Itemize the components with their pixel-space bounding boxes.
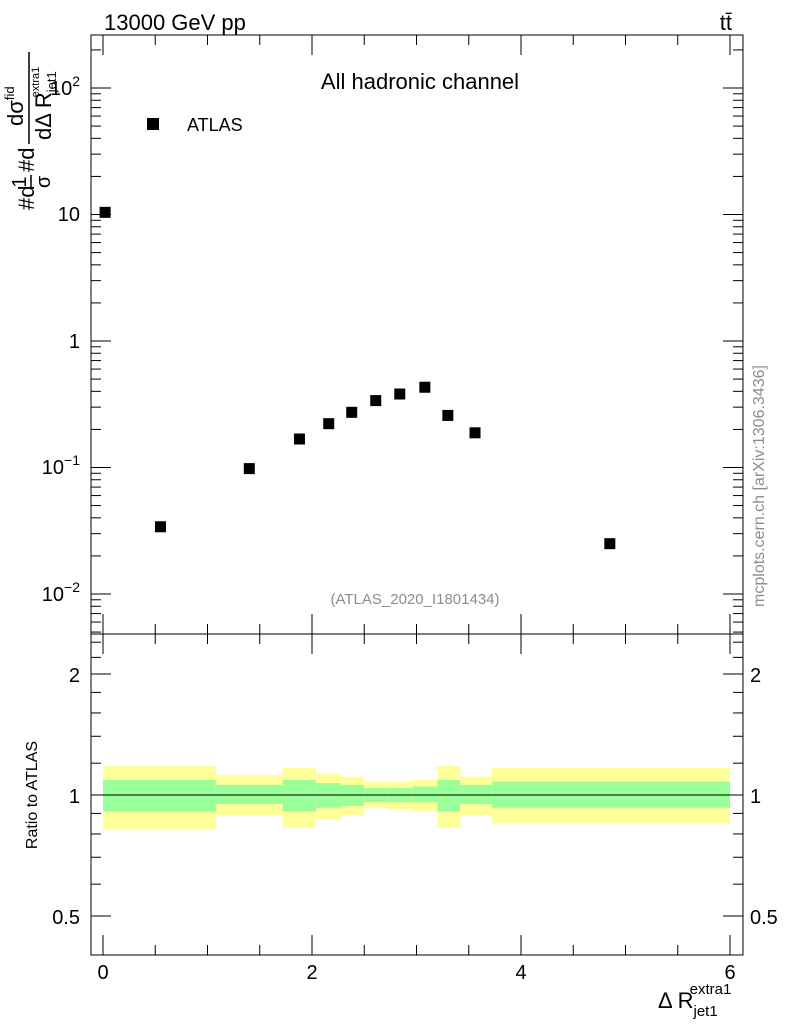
x-tick-label-6: 6 — [724, 962, 735, 984]
inner-band-bin-1 — [103, 779, 216, 812]
ylabel-frac1-num: 1 — [9, 176, 31, 187]
legend-marker-atlas — [147, 118, 159, 130]
data-point-3 — [243, 463, 255, 475]
inner-band-bin-9 — [437, 779, 461, 812]
data-point-5 — [323, 418, 335, 430]
upper-y-tick-labels: 10−2 10−1 1 10 102 — [42, 73, 80, 606]
ratio-tick-label-right-1: 1 — [750, 786, 761, 808]
x-axis-label: Δ Rjet1extra1 — [658, 981, 731, 1020]
ratio-bands — [103, 766, 730, 830]
data-point-10 — [442, 409, 454, 421]
ratio-tick-label-right-0.5: 0.5 — [750, 907, 778, 929]
data-point-7 — [370, 395, 382, 407]
energy-label: 13000 GeV pp — [104, 10, 246, 35]
ylabel-mid: #d — [14, 148, 39, 172]
data-point-12 — [604, 538, 616, 550]
ratio-y-axis-label: Ratio to ATLAS — [24, 741, 41, 849]
data-markers — [99, 206, 616, 550]
data-point-2 — [154, 521, 166, 533]
data-point-11 — [469, 427, 481, 439]
side-credit: mcplots.cern.ch [arXiv:1306.3436] — [751, 365, 768, 607]
ratio-tick-label-left-1: 1 — [69, 786, 80, 808]
ylabel-frac2-den: dΔ Rjet1extra1 — [30, 67, 59, 140]
y-tick-label-1e2: 102 — [50, 73, 80, 100]
data-point-4 — [293, 433, 305, 445]
y-tick-label-1e-2: 10−2 — [42, 579, 80, 606]
ratio-tick-label-right-2: 2 — [750, 665, 761, 687]
y-tick-label-1e-1: 10−1 — [42, 452, 80, 479]
ylabel-frac1-den: σ — [33, 175, 55, 188]
x-tick-label-2: 2 — [306, 962, 317, 984]
upper-y-axis-label: #d 1 σ #d dσfid dΔ Rjet1extra1 — [2, 52, 59, 210]
ylabel-prefix: #d — [14, 186, 39, 210]
ratio-tick-label-left-2: 2 — [69, 665, 80, 687]
y-tick-label-1: 1 — [69, 331, 80, 353]
inner-band-bin-10 — [460, 784, 492, 804]
inner-band-bin-8 — [412, 786, 438, 803]
legend-label-atlas: ATLAS — [187, 115, 243, 135]
ratio-axis-ticks — [91, 634, 743, 955]
data-point-6 — [346, 406, 358, 418]
channel-annotation: All hadronic channel — [321, 69, 519, 94]
data-point-1 — [99, 206, 111, 218]
ylabel-frac2-num: dσfid — [2, 86, 28, 126]
x-tick-label-4: 4 — [515, 962, 526, 984]
inner-band-bin-2 — [215, 784, 283, 804]
analysis-watermark: (ATLAS_2020_I1801434) — [330, 591, 499, 608]
inner-band-bin-3 — [282, 779, 317, 812]
data-point-9 — [419, 381, 431, 393]
y-tick-label-10: 10 — [58, 204, 80, 226]
x-tick-label-0: 0 — [97, 962, 108, 984]
upper-axis-ticks — [91, 35, 743, 634]
ratio-tick-label-left-0.5: 0.5 — [52, 907, 80, 929]
process-label: tt̄ — [720, 10, 732, 35]
data-point-8 — [394, 388, 406, 400]
